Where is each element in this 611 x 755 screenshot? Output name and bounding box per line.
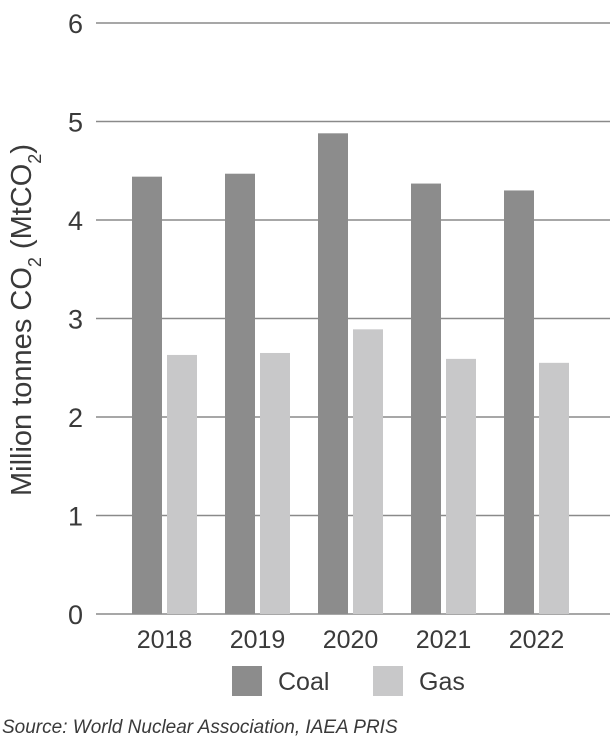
- y-tick-label-6: 6: [68, 9, 83, 39]
- source-note: Source: World Nuclear Association, IAEA …: [2, 717, 398, 738]
- x-tick-label-2020: 2020: [323, 626, 379, 654]
- bar-gas-2022: [539, 362, 569, 614]
- y-tick-labels: 0 1 2 3 4 5 6: [68, 9, 83, 630]
- legend-label-coal: Coal: [278, 668, 329, 696]
- x-tick-label-2022: 2022: [509, 626, 565, 654]
- bar-coal-2021: [411, 183, 441, 614]
- y-tick-label-3: 3: [68, 305, 83, 335]
- y-axis-label: Million tonnes CO2 (MtCO2): [6, 144, 45, 496]
- legend-swatch-gas: [373, 666, 403, 696]
- bar-gas-2019: [260, 352, 290, 614]
- legend-label-gas: Gas: [419, 668, 465, 696]
- bar-coal-2019: [225, 173, 255, 614]
- bar-gas-2021: [446, 358, 476, 614]
- x-category-labels: 2018 2019 2020 2021 2022: [137, 626, 565, 654]
- x-tick-label-2021: 2021: [416, 626, 472, 654]
- y-tick-label-5: 5: [68, 108, 83, 138]
- x-tick-label-2018: 2018: [137, 626, 193, 654]
- legend-swatch-coal: [232, 666, 262, 696]
- y-tick-label-4: 4: [68, 206, 83, 236]
- bar-gas-2018: [167, 354, 197, 614]
- bar-coal-2018: [132, 176, 162, 614]
- bar-coal-2020: [318, 133, 348, 614]
- bars: [132, 133, 569, 614]
- y-tick-label-2: 2: [68, 403, 83, 433]
- y-tick-label-1: 1: [68, 502, 83, 532]
- x-tick-label-2019: 2019: [230, 626, 286, 654]
- y-tick-label-0: 0: [68, 600, 83, 630]
- bar-gas-2020: [353, 329, 383, 614]
- bar-coal-2022: [504, 190, 534, 614]
- legend: Coal Gas: [232, 666, 465, 696]
